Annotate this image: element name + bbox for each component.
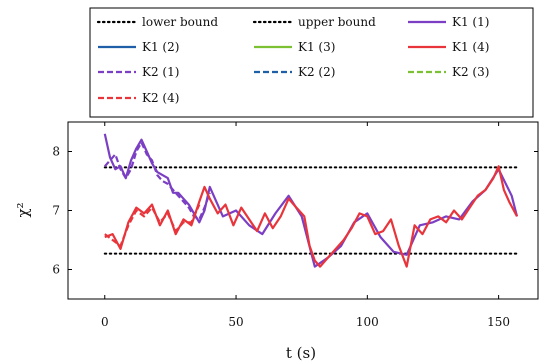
- x-tick-label: 100: [356, 315, 379, 329]
- legend-label: K2 (4): [142, 91, 179, 105]
- legend-label: K1 (4): [452, 40, 489, 54]
- y-tick-label: 6: [52, 263, 60, 277]
- legend-label: upper bound: [298, 15, 376, 29]
- legend-item-k1-4: K1 (4): [408, 40, 489, 54]
- tick-layer: 0 50 100 150 6 7 8: [52, 122, 538, 329]
- x-tick-label: 150: [487, 315, 510, 329]
- series-layer: [103, 133, 519, 268]
- legend-item-k1-3: K1 (3): [254, 40, 335, 54]
- x-axis-title: t (s): [286, 344, 316, 362]
- legend-item-k1-1: K1 (1): [408, 15, 489, 29]
- series-line-k2-4: [104, 204, 201, 247]
- legend-label: K2 (1): [142, 65, 179, 79]
- series-line-k1-4: [104, 165, 518, 268]
- x-tick-label: 50: [228, 315, 243, 329]
- y-tick-label: 7: [52, 204, 60, 218]
- legend-item-k2-4: K2 (4): [98, 91, 179, 105]
- series-line-k2-1: [103, 141, 211, 221]
- legend-label: K2 (3): [452, 65, 489, 79]
- legend-group: lower bound upper bound K1 (1) K1 (2) K1 (3)…: [89, 7, 534, 118]
- legend-item-k1-2: K1 (2): [98, 40, 179, 54]
- plot-group: 0 50 100 150 6 7 8: [52, 121, 539, 329]
- legend-label: K1 (3): [298, 40, 335, 54]
- y-tick-label: 8: [52, 145, 60, 159]
- legend-box: [89, 7, 534, 118]
- legend-item-lower-bound: lower bound: [96, 15, 218, 29]
- y-axis-title: χ²: [14, 202, 32, 217]
- legend-label: K1 (1): [452, 15, 489, 29]
- legend-item-upper-bound: upper bound: [252, 15, 376, 29]
- legend-label: K2 (2): [298, 65, 335, 79]
- x-tick-label: 0: [101, 315, 109, 329]
- legend-item-k2-1: K2 (1): [98, 65, 179, 79]
- legend-label: lower bound: [142, 15, 218, 29]
- legend-label: K1 (2): [142, 40, 179, 54]
- legend-item-k2-2: K2 (2): [254, 65, 335, 79]
- legend-item-k2-3: K2 (3): [408, 65, 489, 79]
